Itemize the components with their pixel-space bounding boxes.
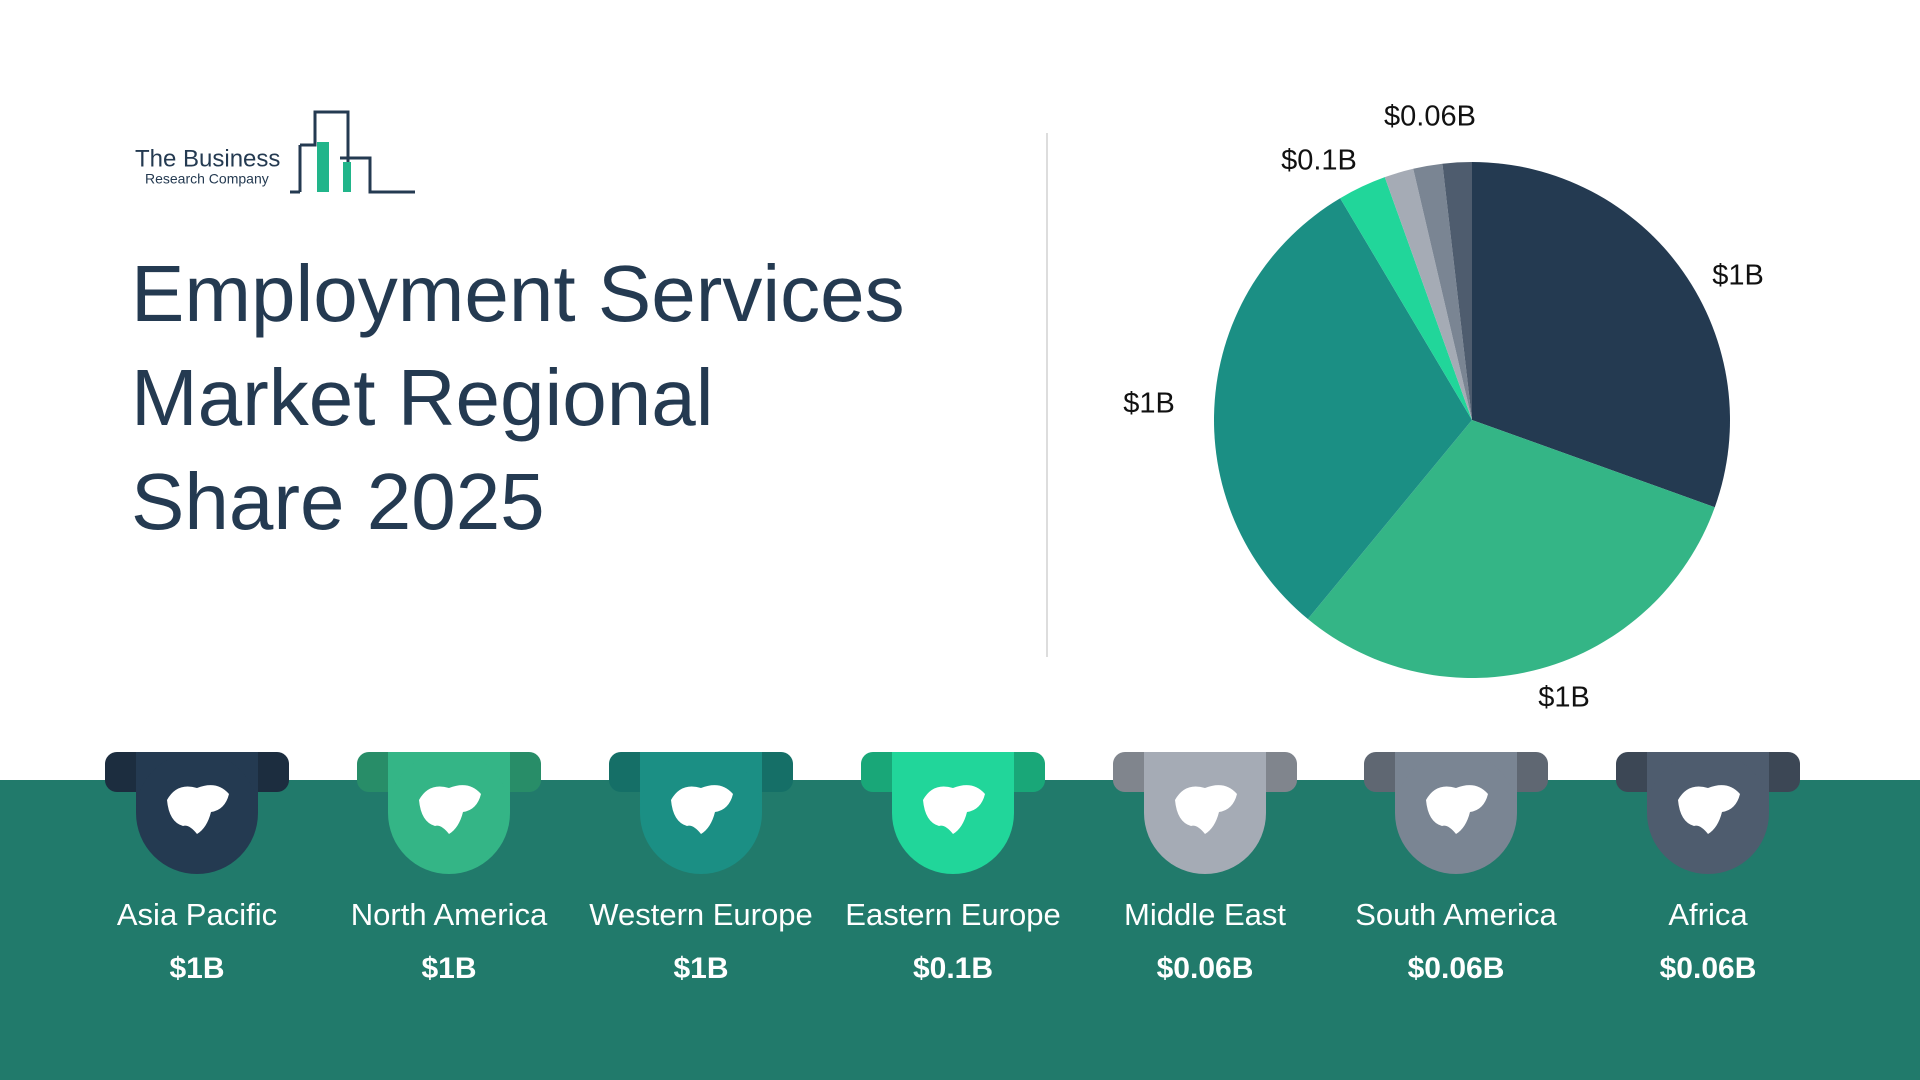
cards: Asia Pacific $1B North America $1B Western E… xyxy=(105,752,1800,985)
region-name: Eastern Europe xyxy=(845,897,1060,932)
region-value: $0.06B xyxy=(1660,952,1757,985)
pie-slice xyxy=(1442,162,1472,420)
pie-slice xyxy=(1413,163,1472,420)
title-line: Market Regional xyxy=(131,353,714,442)
region-value: $1B xyxy=(421,952,476,985)
title-line: Employment Services xyxy=(131,249,905,338)
pie-label: $1B xyxy=(1712,260,1764,292)
pie-slice xyxy=(1472,162,1730,508)
region-value: $0.06B xyxy=(1157,952,1254,985)
logo-line1: The Business xyxy=(135,145,280,172)
region-icon xyxy=(419,785,481,834)
title-line: Share 2025 xyxy=(131,457,545,546)
logo-line2: Research Company xyxy=(145,171,269,187)
logo: The Business Research Company xyxy=(135,110,415,194)
region-name: Africa xyxy=(1668,897,1748,932)
logo-bar xyxy=(317,142,329,192)
region-icon xyxy=(923,785,985,834)
region-name: South America xyxy=(1355,897,1557,932)
region-value: $1B xyxy=(673,952,728,985)
pie-label: $0.06B xyxy=(1384,101,1476,133)
region-icon xyxy=(1426,785,1488,834)
region-name: Middle East xyxy=(1124,897,1286,932)
region-value: $0.1B xyxy=(913,952,993,985)
pie-label: $1B xyxy=(1538,682,1590,714)
region-name: Asia Pacific xyxy=(117,897,277,932)
pie-label: $1B xyxy=(1123,388,1175,420)
logo-icon xyxy=(290,110,415,194)
region-value: $0.06B xyxy=(1408,952,1505,985)
pie: $1B $1B $1B $0.1B $0.06B xyxy=(1123,101,1764,714)
region-icon xyxy=(1175,785,1237,834)
pie-slice xyxy=(1307,420,1715,679)
logo-bar xyxy=(343,162,351,192)
region-value: $1B xyxy=(169,952,224,985)
region-icon xyxy=(167,785,229,834)
chart-title: Employment Services Market Regional Share … xyxy=(131,249,905,546)
region-icon xyxy=(671,785,733,834)
pie-label: $0.1B xyxy=(1281,145,1357,177)
pie-slice xyxy=(1340,177,1472,420)
pie-slice xyxy=(1384,168,1472,420)
pie-slice xyxy=(1214,198,1472,620)
region-name: Western Europe xyxy=(589,897,812,932)
region-icon xyxy=(1678,785,1740,834)
region-name: North America xyxy=(351,897,548,932)
